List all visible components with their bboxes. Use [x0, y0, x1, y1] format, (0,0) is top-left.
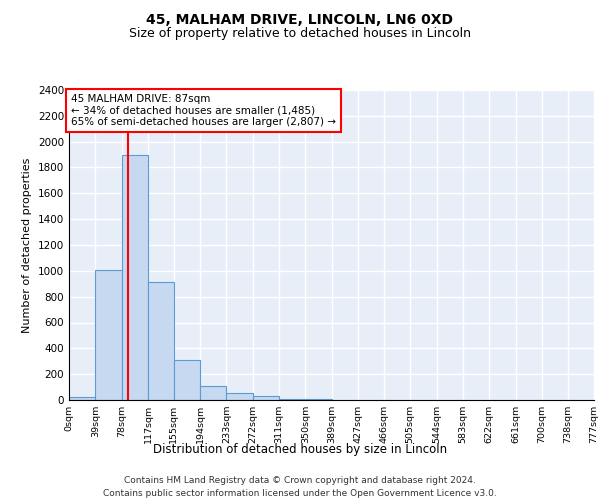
Text: Size of property relative to detached houses in Lincoln: Size of property relative to detached ho… [129, 28, 471, 40]
Text: Distribution of detached houses by size in Lincoln: Distribution of detached houses by size … [153, 442, 447, 456]
Text: 45, MALHAM DRIVE, LINCOLN, LN6 0XD: 45, MALHAM DRIVE, LINCOLN, LN6 0XD [146, 12, 454, 26]
Text: Contains HM Land Registry data © Crown copyright and database right 2024.: Contains HM Land Registry data © Crown c… [124, 476, 476, 485]
Bar [279, 398, 305, 400]
Bar [174, 360, 200, 400]
Text: Contains public sector information licensed under the Open Government Licence v3: Contains public sector information licen… [103, 489, 497, 498]
Bar [200, 386, 226, 400]
Bar [226, 393, 253, 400]
Bar [95, 270, 122, 400]
Bar [253, 396, 279, 400]
Text: 45 MALHAM DRIVE: 87sqm
← 34% of detached houses are smaller (1,485)
65% of semi-: 45 MALHAM DRIVE: 87sqm ← 34% of detached… [71, 94, 336, 127]
Y-axis label: Number of detached properties: Number of detached properties [22, 158, 32, 332]
Bar [148, 282, 174, 400]
Bar [122, 154, 148, 400]
Bar [69, 398, 95, 400]
